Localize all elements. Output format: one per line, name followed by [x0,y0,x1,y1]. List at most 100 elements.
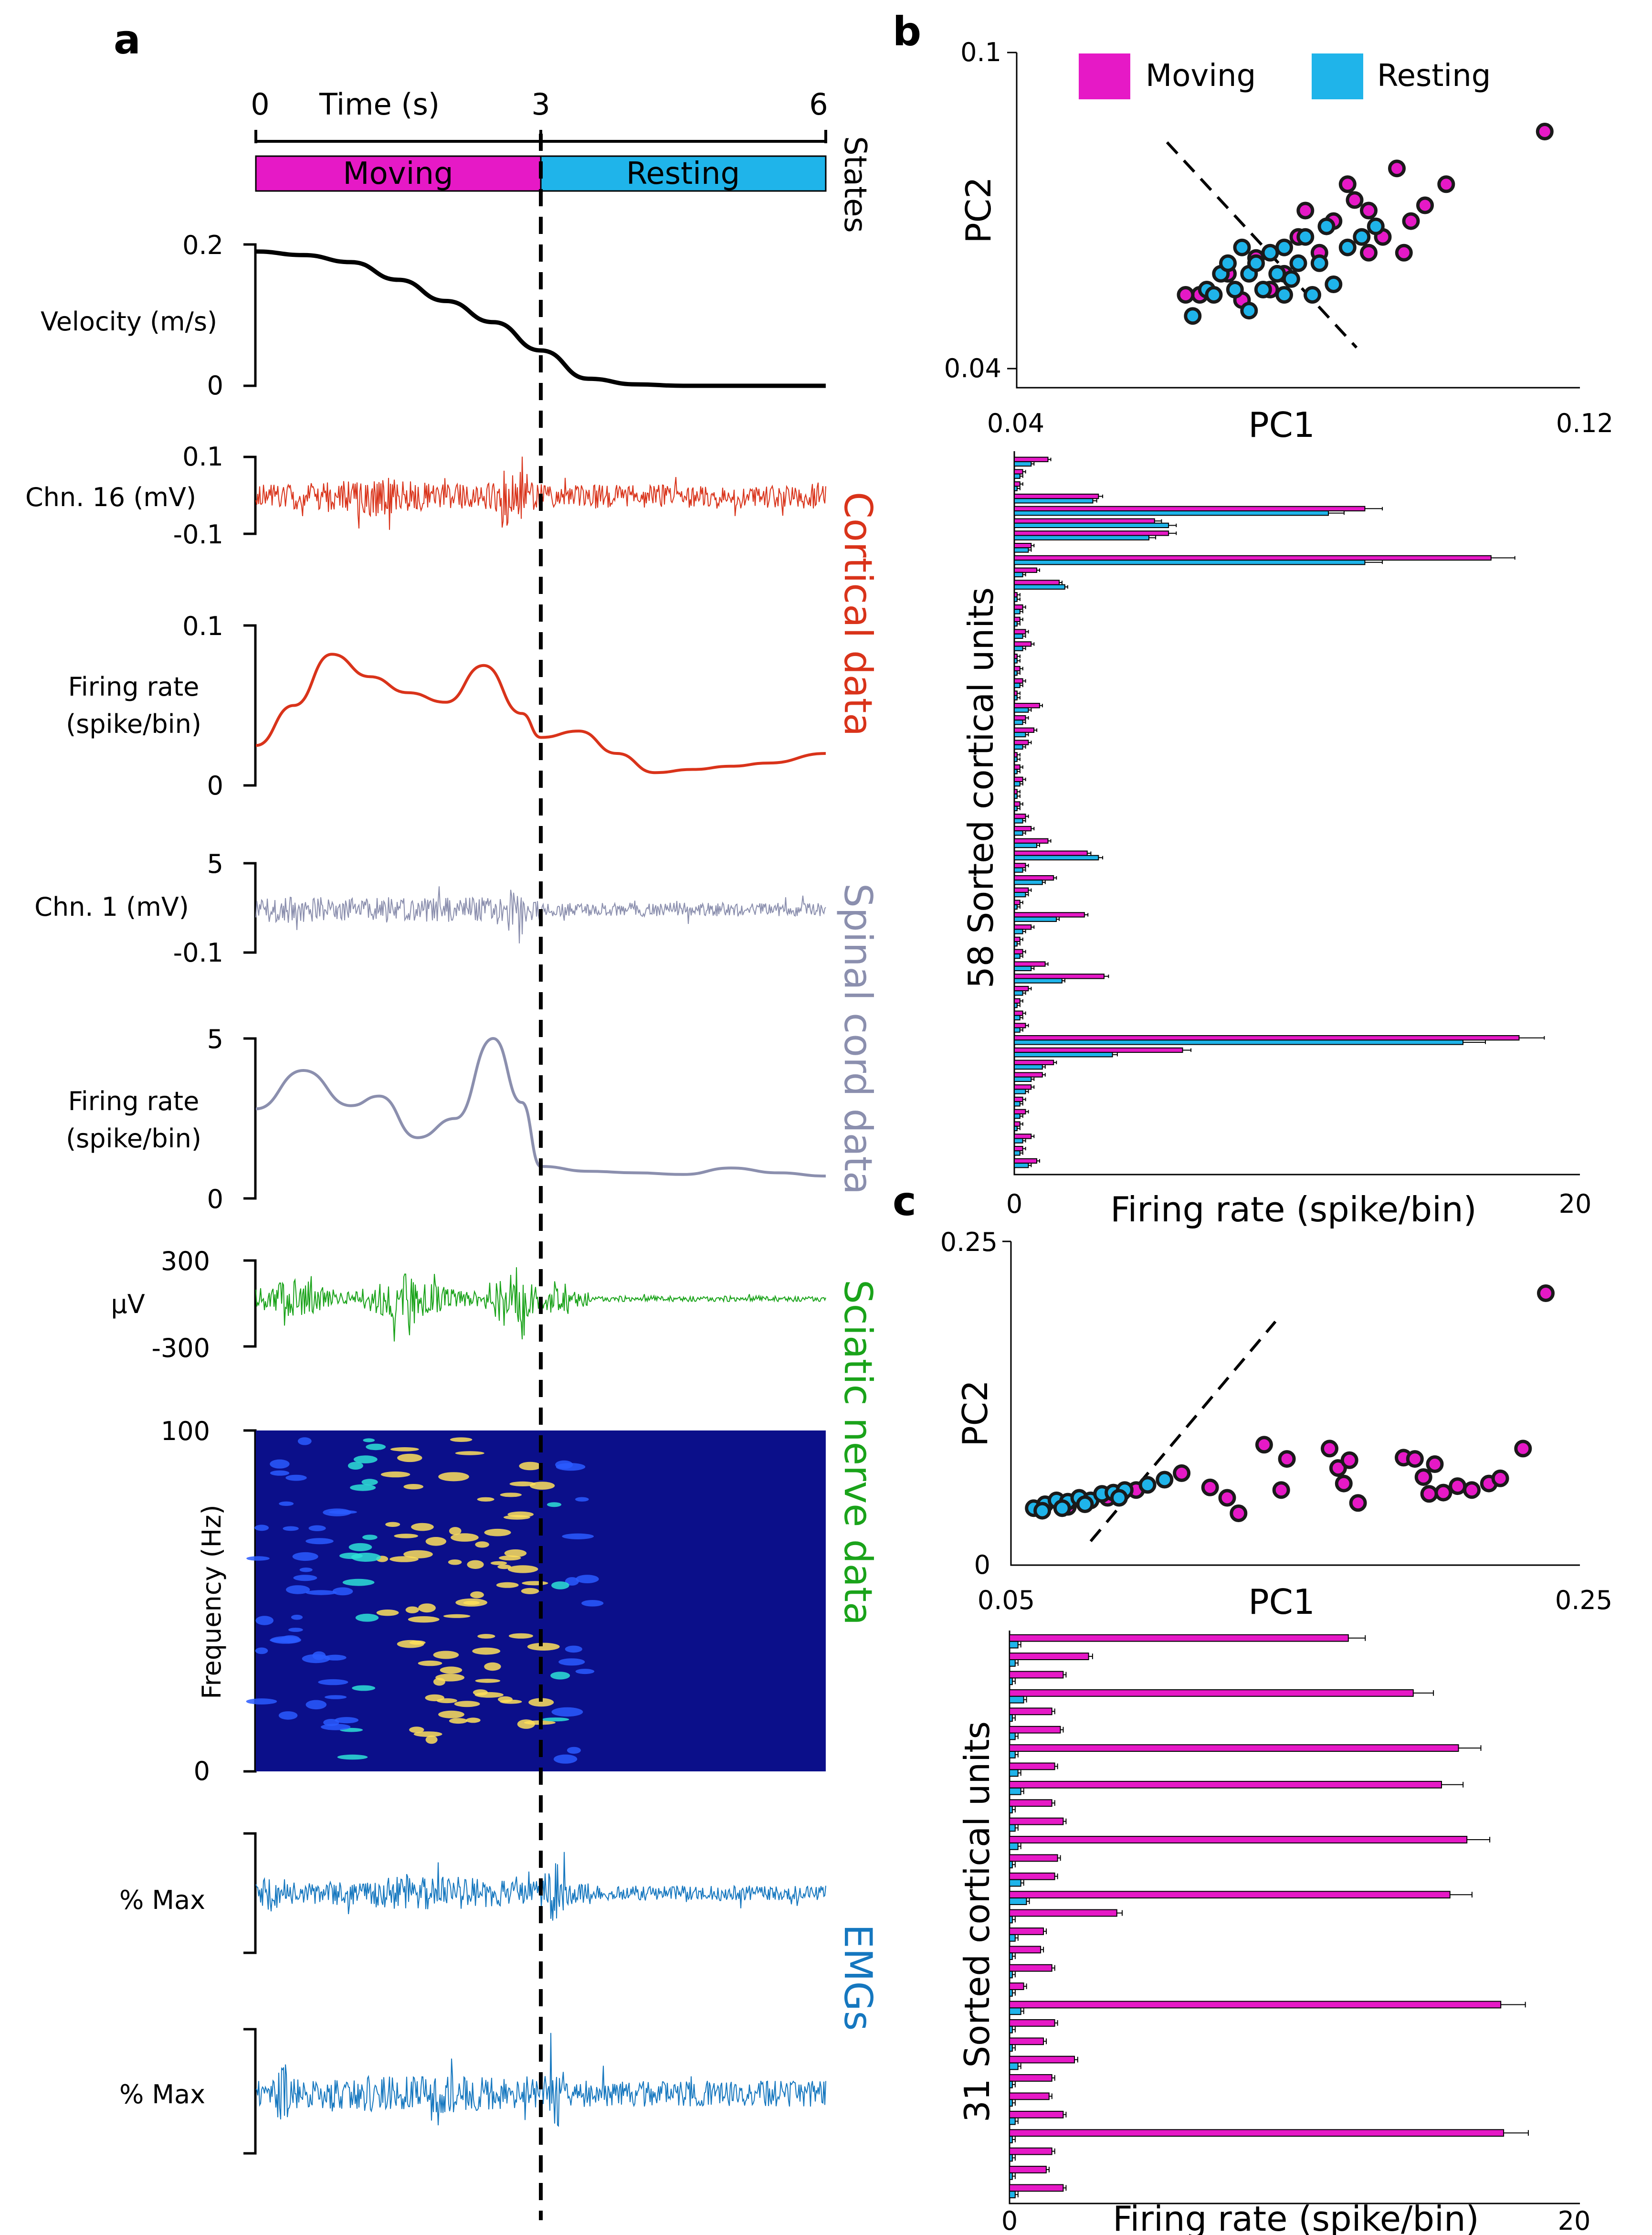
bar-resting [1009,1787,1021,1795]
error-bar [1017,696,1021,699]
bar-moving [1009,2074,1052,2082]
error-bar [1093,499,1097,503]
velocity-line [255,249,826,388]
spectrogram-blob [473,1689,488,1696]
spectrogram-blob [293,1575,317,1581]
bar-resting [1009,1842,1019,1850]
spectrogram-blob [409,1640,426,1645]
emg1-ylabel: % Max [119,1885,205,1915]
spectrogram-blob [448,1559,462,1565]
spectrogram-blob [283,1526,299,1531]
bar-moving [1014,1109,1026,1114]
scatter-point-resting [1219,254,1237,272]
error-bar [1450,1892,1473,1898]
scatter-point-resting [1296,228,1315,246]
bar-moving [1014,1084,1032,1090]
b-scatter-ytick-top: 0.1 [960,37,1001,67]
spinal-raw-tick-bottom: -0.1 [173,938,223,968]
bar-resting [1009,1824,1016,1832]
error-bar [1031,826,1035,831]
error-bar [1015,2118,1019,2124]
error-bar [1519,1036,1545,1040]
error-bar [1025,1024,1029,1027]
spectrogram-blob [440,1666,463,1674]
error-bar [1028,986,1032,991]
error-bar [1021,1880,1024,1886]
error-bar [1028,548,1032,552]
bar-moving [1014,469,1023,475]
error-bar [1063,2185,1067,2191]
cortical-rate-line [255,653,826,774]
error-bar [1022,634,1026,638]
bar-resting [1009,2117,1016,2125]
spectrogram-blob [385,1522,400,1527]
c-scatter-points [1025,1284,1555,1522]
error-bar [1042,1065,1046,1069]
error-bar [1467,1837,1491,1843]
error-bar [1018,1770,1021,1776]
bar-resting [1009,1714,1013,1722]
scatter-point-moving [1395,244,1413,262]
bar-moving [1014,961,1046,967]
scatter-point-resting [1184,307,1202,325]
bar-resting [1009,2044,1013,2052]
spectrogram-blob [484,1528,511,1536]
scatter-point-resting [1138,1476,1157,1494]
bar-moving [1014,887,1029,893]
bar-resting [1014,1015,1021,1021]
spectrogram-blob [551,1581,569,1589]
spectrogram-blob [449,1527,462,1535]
bar-resting [1009,2172,1013,2180]
scatter-point-moving [1537,1284,1555,1302]
scatter-point-resting [1268,265,1286,283]
spectrogram-blob [449,1718,468,1724]
error-bar [1031,1134,1035,1138]
scatter-point-resting [1226,281,1244,298]
b-bars-ylabel: 58 Sorted cortical units [961,587,1001,988]
bar-resting [1014,646,1023,651]
bar-moving [1014,666,1021,672]
spectrogram-blob [551,1707,583,1717]
time-tick-0: 0 [251,87,269,122]
scatter-point-resting [1205,286,1223,304]
error-bar [1031,462,1035,466]
bar-moving [1014,727,1035,733]
scatter-point-resting [1317,217,1336,235]
spectrogram-blob [335,1717,358,1724]
error-bar [1017,659,1021,663]
bar-moving [1014,641,1032,647]
bar-resting [1014,904,1018,910]
scatter-point-resting [1156,1471,1174,1489]
bar-resting [1014,1076,1032,1082]
bar-moving [1014,838,1049,844]
error-bar [1028,1164,1032,1167]
error-bar [1020,1016,1023,1020]
error-bar [1012,1971,1016,1978]
state-resting-segment [540,155,827,192]
spectrogram-blob [575,1497,589,1502]
spectrogram-blob [475,1541,489,1548]
spectrogram-blob [348,1543,372,1551]
error-bar [1022,950,1026,953]
b-bars-xtick-0: 0 [1006,1189,1022,1219]
bar-moving [1009,1964,1052,1972]
bar-moving [1014,1133,1032,1139]
bar-resting [1009,1934,1016,1942]
bar-moving [1009,1799,1052,1807]
spectrogram-blob [522,1581,548,1586]
error-bar [1048,839,1052,843]
spectrogram-blob [542,1717,569,1722]
error-bar [1056,917,1060,921]
error-bar [1504,2130,1529,2136]
error-bar [1022,991,1026,995]
error-bar [1015,1935,1019,1941]
spectrogram-blob [390,1447,419,1451]
bar-moving [1014,936,1021,943]
spectrogram-blob [308,1525,326,1531]
c-bars-axes [1009,1631,1580,2204]
c-scatter-axes [1002,1240,1580,1566]
spectrogram-blob [507,1565,538,1573]
bar-moving [1009,1836,1468,1843]
b-scatter-ylabel: PC2 [958,177,999,244]
error-bar [1020,900,1023,904]
